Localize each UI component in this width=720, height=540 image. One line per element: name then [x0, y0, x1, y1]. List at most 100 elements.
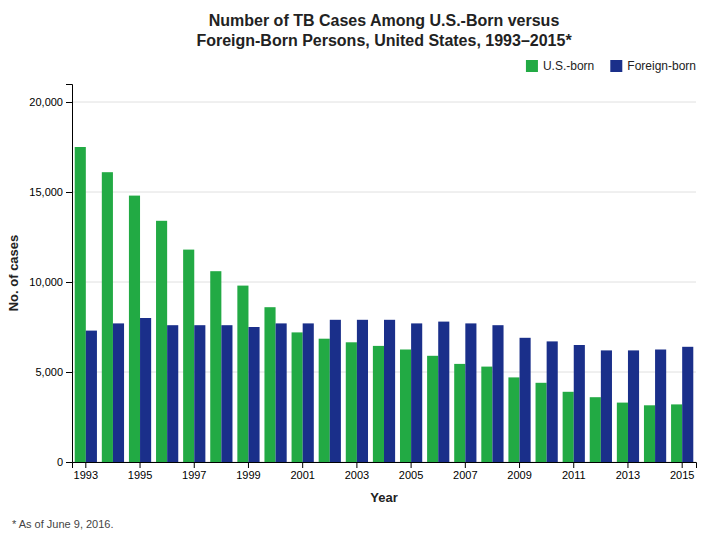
bar [75, 147, 86, 462]
chart-title: Foreign-Born Persons, United States, 199… [196, 32, 572, 49]
chart-svg: Number of TB Cases Among U.S.-Born versu… [0, 0, 720, 540]
legend-label: Foreign-born [627, 59, 696, 73]
x-tick: 1993 [74, 462, 98, 481]
bar [183, 250, 194, 462]
x-tick-label: 1997 [182, 469, 206, 481]
y-axis: 05,00010,00015,00020,000 [29, 85, 72, 469]
x-tick-label: 2013 [616, 469, 640, 481]
x-tick: 2011 [562, 462, 586, 481]
x-tick-label: 2007 [453, 469, 477, 481]
bar [264, 307, 275, 462]
legend-item: Foreign-born [610, 59, 696, 73]
legend-item: U.S.-born [526, 59, 594, 73]
bar [129, 196, 140, 462]
bar [167, 325, 178, 462]
y-axis-label: No. of cases [6, 235, 21, 312]
x-tick-label: 2011 [562, 469, 586, 481]
grid-line [72, 192, 696, 193]
y-tick-label: 20,000 [29, 96, 63, 108]
x-tick-mark [356, 462, 357, 468]
bar [454, 364, 465, 462]
bar [590, 397, 601, 462]
bars [75, 147, 694, 462]
y-tick-mark [66, 282, 72, 283]
legend-swatch [526, 60, 538, 72]
legend-label: U.S.-born [543, 59, 594, 73]
bar [617, 403, 628, 462]
bar [520, 338, 531, 462]
y-tick-label: 10,000 [29, 276, 63, 288]
bar [384, 320, 395, 462]
x-tick-label: 2005 [399, 469, 423, 481]
x-tick-label: 2001 [290, 469, 314, 481]
x-tick-mark [573, 462, 574, 468]
x-tick: 1995 [128, 462, 152, 481]
bar [574, 345, 585, 462]
bar [330, 320, 341, 462]
bar [194, 325, 205, 462]
x-tick-mark [627, 462, 628, 468]
x-tick-label: 1995 [128, 469, 152, 481]
bar [536, 383, 547, 462]
bar [438, 322, 449, 462]
x-tick-mark [519, 462, 520, 468]
y-tick-mark [66, 102, 72, 103]
x-tick-label: 2015 [670, 469, 694, 481]
x-tick-label: 2003 [345, 469, 369, 481]
x-tick: 2009 [507, 462, 531, 481]
bar [563, 392, 574, 462]
bar [86, 331, 97, 462]
bar [357, 320, 368, 462]
bar [140, 318, 151, 462]
x-tick: 2015 [670, 462, 694, 481]
bar [346, 342, 357, 462]
x-tick-label: 2009 [507, 469, 531, 481]
bar [156, 221, 167, 462]
x-tick-mark [194, 462, 195, 468]
bar [481, 367, 492, 462]
bar [248, 327, 259, 462]
bar [373, 346, 384, 462]
y-tick: 20,000 [29, 96, 72, 108]
bar-series [75, 147, 682, 462]
bar [113, 323, 124, 462]
bar [671, 404, 682, 462]
x-axis-line [73, 463, 697, 469]
y-tick-label: 0 [57, 456, 63, 468]
x-tick-mark [140, 462, 141, 468]
bar [319, 339, 330, 462]
chart-container: Number of TB Cases Among U.S.-Born versu… [0, 0, 720, 540]
bar [644, 405, 655, 462]
y-tick: 10,000 [29, 276, 72, 288]
grid-line [72, 102, 696, 103]
y-tick: 5,000 [35, 366, 72, 378]
bar-series [86, 318, 693, 462]
x-tick-mark [411, 462, 412, 468]
x-axis-label: Year [370, 490, 397, 505]
bar [400, 350, 411, 463]
bar [237, 286, 248, 462]
y-tick-label: 5,000 [35, 366, 63, 378]
x-tick: 1999 [236, 462, 260, 481]
grid [72, 102, 696, 462]
bar [508, 377, 519, 462]
bar [601, 350, 612, 462]
bar [210, 271, 221, 462]
bar [655, 350, 666, 463]
chart-title: Number of TB Cases Among U.S.-Born versu… [209, 12, 560, 29]
y-tick: 0 [57, 456, 72, 468]
bar [427, 356, 438, 462]
bar [465, 323, 476, 462]
legend: U.S.-born Foreign-born [526, 59, 696, 73]
y-tick-mark [66, 462, 72, 463]
bar [492, 325, 503, 462]
bar [292, 332, 303, 462]
x-tick-mark [465, 462, 466, 468]
x-tick-mark [248, 462, 249, 468]
y-tick-mark [66, 372, 72, 373]
bar [411, 323, 422, 462]
bar [547, 341, 558, 462]
x-tick-mark [85, 462, 86, 468]
bar [276, 323, 287, 462]
x-tick: 2005 [399, 462, 423, 481]
